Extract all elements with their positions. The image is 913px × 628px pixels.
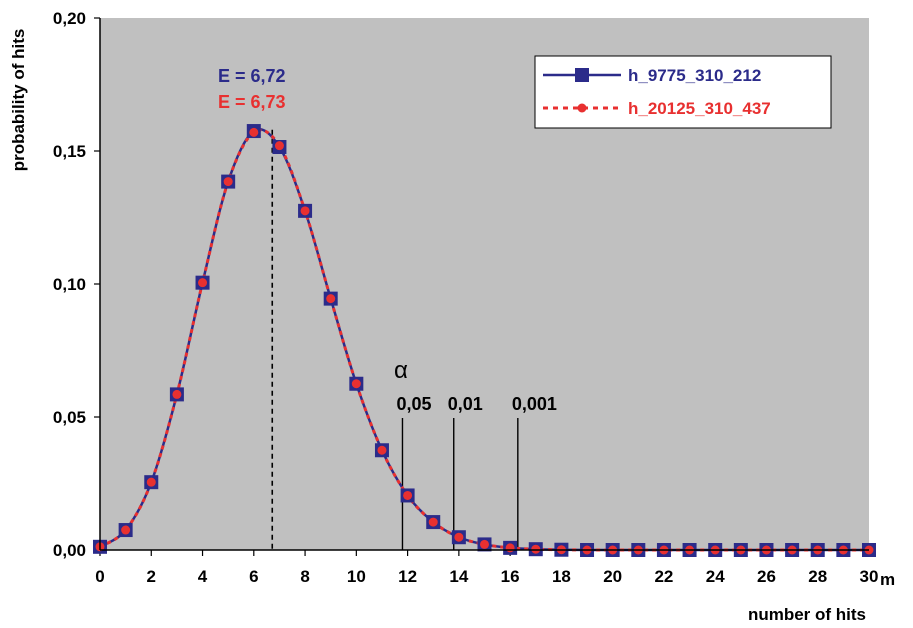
x-axis-label: number of hits	[748, 605, 866, 624]
alpha-symbol: α	[394, 357, 408, 384]
y-tick-label: 0,20	[53, 9, 86, 28]
series-2-point	[274, 141, 284, 151]
series-2-point	[480, 539, 489, 549]
legend-label-series-1: h_9775_310_212	[628, 66, 761, 85]
series-2-point	[249, 127, 259, 137]
expectation-label-2: E = 6,73	[218, 92, 286, 112]
y-tick-label: 0,00	[53, 541, 86, 560]
series-2-point	[172, 389, 182, 399]
x-tick-label: 22	[654, 567, 673, 586]
x-axis-unit-label: m	[880, 570, 895, 589]
legend-marker-series-1	[575, 68, 589, 82]
y-axis-ticks: 0,00 0,05 0,10 0,15 0,20	[53, 9, 100, 560]
series-2-point	[531, 544, 541, 554]
series-2-point	[121, 525, 131, 535]
threshold-label: 0,001	[512, 394, 557, 414]
x-tick-label: 26	[757, 567, 776, 586]
series-2-point	[326, 294, 336, 304]
y-tick-label: 0,05	[53, 408, 86, 427]
series-2-point	[428, 517, 438, 527]
series-2-point	[505, 543, 515, 553]
x-tick-label: 4	[198, 567, 208, 586]
x-tick-label: 16	[501, 567, 520, 586]
x-tick-label: 24	[706, 567, 725, 586]
series-2-point	[198, 278, 208, 288]
x-tick-label: 12	[398, 567, 417, 586]
x-tick-label: 14	[449, 567, 468, 586]
expectation-label-1: E = 6,72	[218, 66, 286, 86]
x-tick-label: 8	[300, 567, 309, 586]
y-tick-label: 0,10	[53, 275, 86, 294]
series-2-point	[377, 445, 387, 455]
series-line-2	[99, 128, 869, 552]
series-2-point	[223, 177, 233, 187]
x-tick-label: 6	[249, 567, 258, 586]
x-tick-label: 10	[347, 567, 366, 586]
threshold-lines: 0,05 0,01 0,001	[396, 394, 557, 550]
legend-marker-series-2	[577, 103, 587, 113]
x-tick-label: 20	[603, 567, 622, 586]
x-tick-label: 18	[552, 567, 571, 586]
threshold-label: 0,05	[396, 394, 431, 414]
series-2-point	[454, 532, 464, 542]
x-tick-label: 30	[860, 567, 879, 586]
series-2-point	[403, 490, 413, 500]
threshold-label: 0,01	[448, 394, 483, 414]
x-tick-label: 0	[95, 567, 104, 586]
series-markers	[93, 124, 876, 557]
x-tick-label: 2	[147, 567, 156, 586]
x-tick-label: 28	[808, 567, 827, 586]
legend: h_9775_310_212 h_20125_310_437	[534, 55, 832, 129]
y-tick-label: 0,15	[53, 142, 86, 161]
legend-label-series-2: h_20125_310_437	[628, 99, 771, 118]
y-axis-label: probability of hits	[9, 29, 28, 172]
x-axis-ticks: 0 2 4 6 8 10 12 14 16 18 20 22 24 26 28 30	[95, 550, 878, 586]
series-2-point	[146, 477, 156, 487]
series-2-point	[300, 206, 310, 216]
series-2-point	[351, 379, 361, 389]
